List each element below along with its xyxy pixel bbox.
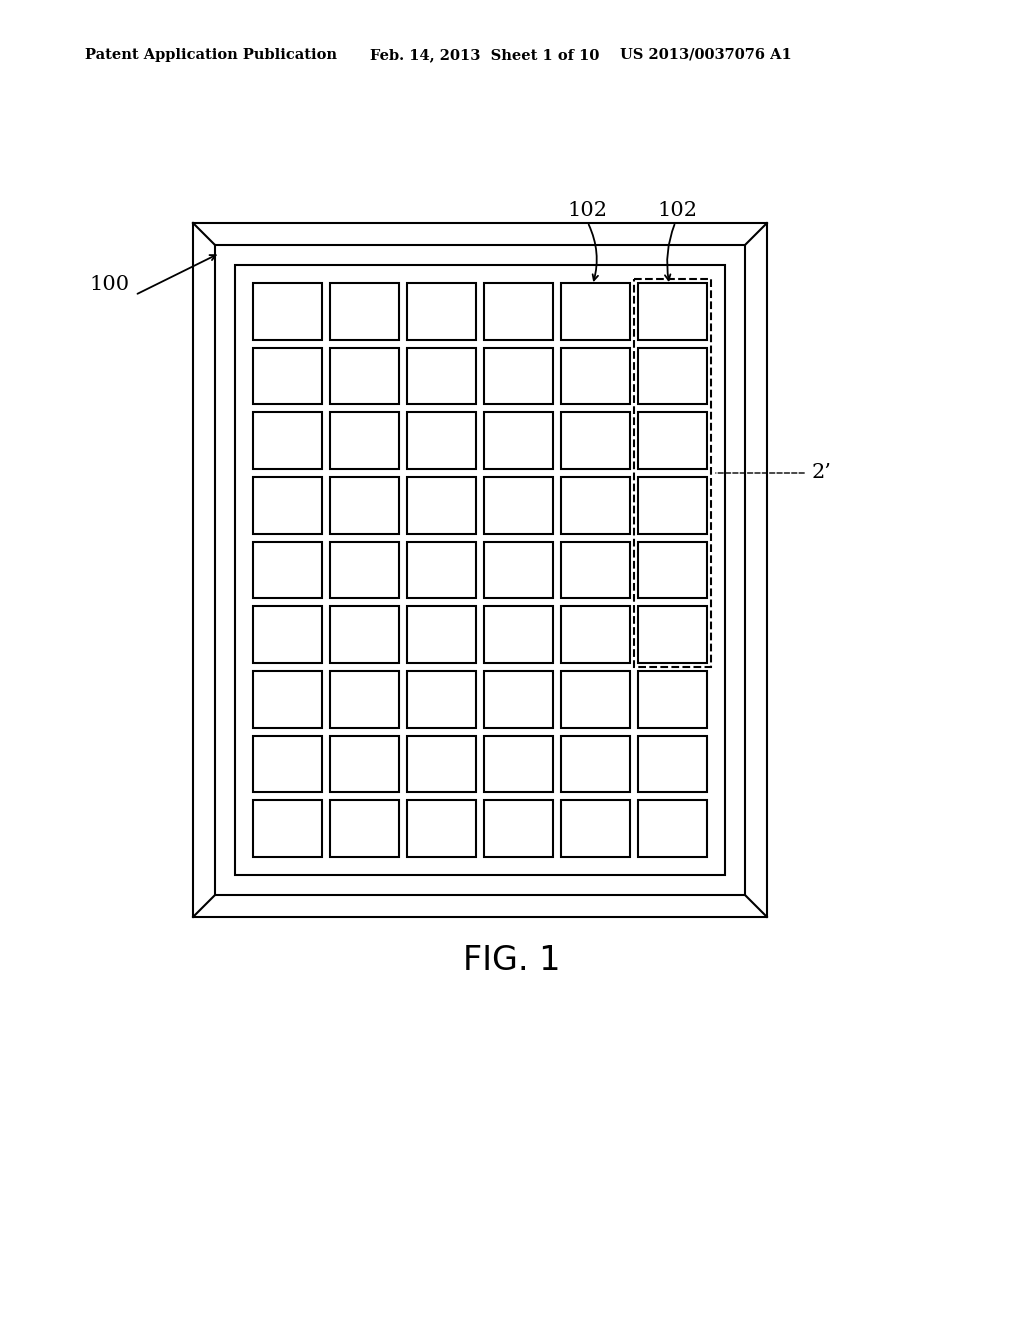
Bar — [330, 477, 399, 533]
Bar — [484, 735, 553, 792]
Bar — [638, 412, 707, 469]
Text: 102: 102 — [657, 201, 697, 219]
Bar — [407, 412, 476, 469]
Bar — [484, 800, 553, 857]
Bar — [253, 606, 322, 663]
Bar — [561, 800, 630, 857]
Bar — [561, 412, 630, 469]
Bar — [638, 541, 707, 598]
Bar — [330, 671, 399, 727]
Bar — [330, 347, 399, 404]
Bar — [484, 541, 553, 598]
Bar — [407, 282, 476, 339]
Bar — [253, 282, 322, 339]
Bar — [253, 412, 322, 469]
Bar — [253, 477, 322, 533]
Bar — [638, 671, 707, 727]
Bar — [638, 477, 707, 533]
Bar — [407, 735, 476, 792]
Bar — [484, 671, 553, 727]
Bar — [234, 265, 725, 875]
Text: 102: 102 — [567, 201, 607, 219]
Bar — [253, 735, 322, 792]
Bar — [484, 282, 553, 339]
Bar — [561, 541, 630, 598]
Bar — [484, 347, 553, 404]
Bar — [561, 477, 630, 533]
Bar — [407, 606, 476, 663]
Bar — [407, 671, 476, 727]
Bar — [561, 347, 630, 404]
Bar — [330, 606, 399, 663]
Text: Patent Application Publication: Patent Application Publication — [85, 48, 337, 62]
Bar — [407, 477, 476, 533]
Bar — [638, 347, 707, 404]
Bar — [330, 282, 399, 339]
Text: Feb. 14, 2013  Sheet 1 of 10: Feb. 14, 2013 Sheet 1 of 10 — [370, 48, 599, 62]
Bar — [253, 347, 322, 404]
Bar — [253, 800, 322, 857]
Bar — [561, 735, 630, 792]
Bar — [330, 412, 399, 469]
Bar — [561, 282, 630, 339]
Text: 100: 100 — [90, 276, 130, 294]
Bar — [638, 800, 707, 857]
Bar — [253, 671, 322, 727]
Bar — [638, 735, 707, 792]
Bar — [561, 606, 630, 663]
Bar — [330, 735, 399, 792]
Bar — [484, 412, 553, 469]
Bar — [484, 477, 553, 533]
Bar — [330, 541, 399, 598]
Bar — [561, 671, 630, 727]
Bar — [407, 541, 476, 598]
Text: FIG. 1: FIG. 1 — [463, 944, 561, 977]
Bar — [638, 282, 707, 339]
Bar — [634, 279, 711, 667]
Text: 2’: 2’ — [812, 463, 831, 483]
Bar — [330, 800, 399, 857]
Bar — [407, 347, 476, 404]
Bar — [484, 606, 553, 663]
Bar — [638, 606, 707, 663]
Bar — [253, 541, 322, 598]
Text: US 2013/0037076 A1: US 2013/0037076 A1 — [620, 48, 792, 62]
Bar — [407, 800, 476, 857]
